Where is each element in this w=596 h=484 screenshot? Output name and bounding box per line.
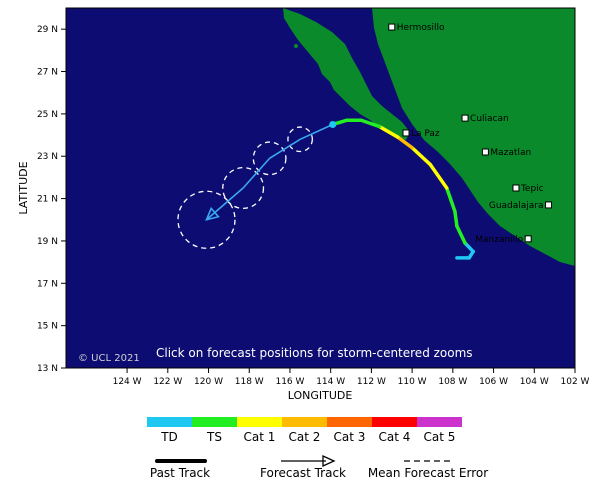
past-track-segment — [463, 241, 475, 254]
lat-tick-label: 23 N — [37, 152, 58, 162]
legend-category-label: TD — [160, 430, 178, 444]
mainland-mexico-land — [372, 8, 575, 266]
legend-color-swatch — [147, 417, 192, 427]
city-label: La Paz — [411, 129, 440, 139]
y-axis-title: LATITUDE — [17, 161, 30, 214]
forecast-track-key-label: Forecast Track — [260, 466, 346, 480]
forecast-arrow-head[interactable] — [205, 206, 220, 221]
city-marker — [481, 148, 489, 156]
legend-color-swatch — [192, 417, 237, 427]
legend-color-swatch — [417, 417, 462, 427]
forecast-track-segment — [299, 123, 334, 141]
legend: TD TS Cat 1 Cat 2 Cat 3 Cat 4 Cat 5 Past Track F… — [147, 417, 488, 480]
lon-tick-label: 108 W — [438, 377, 467, 387]
past-track-segment — [410, 146, 433, 167]
forecast-track-segment — [269, 138, 301, 160]
lat-tick-label: 19 N — [37, 237, 58, 247]
past-track — [330, 118, 475, 260]
axis-ticks: 124 W 122 W 120 W 118 W 116 W 114 W 112 W 110 W… — [37, 25, 590, 387]
city-label: Guadalajara — [489, 201, 544, 211]
legend-color-swatch — [327, 417, 372, 427]
land-layer — [283, 8, 575, 266]
legend-color-swatch — [372, 417, 417, 427]
legend-category-label: TS — [206, 430, 222, 444]
legend-category-label: Cat 4 — [379, 430, 411, 444]
lat-tick-label: 17 N — [37, 279, 58, 289]
forecast-error-circle[interactable] — [287, 126, 314, 153]
baja-california-land — [283, 8, 410, 140]
city-marker — [461, 114, 469, 122]
legend-category-label: Cat 3 — [334, 430, 366, 444]
city-marker — [512, 184, 520, 192]
lon-tick-label: 104 W — [520, 377, 549, 387]
x-axis-title: LONGITUDE — [288, 389, 353, 402]
city-marker — [524, 235, 532, 243]
forecast-error-circle[interactable] — [177, 190, 236, 249]
lat-tick-label: 21 N — [37, 195, 58, 205]
past-track-key-label: Past Track — [150, 466, 210, 480]
lon-tick-label: 120 W — [194, 377, 223, 387]
city-label: Hermosillo — [397, 23, 445, 33]
forecast-error-circle[interactable] — [252, 141, 287, 176]
forecast-track-segment — [205, 187, 244, 221]
past-track-segment — [455, 224, 467, 245]
lon-tick-label: 106 W — [479, 377, 508, 387]
lon-tick-label: 118 W — [235, 377, 264, 387]
current-position-marker[interactable] — [329, 120, 337, 128]
past-track-segment — [396, 135, 414, 150]
island — [294, 44, 298, 48]
lat-tick-label: 29 N — [37, 25, 58, 35]
forecast-error-key-label: Mean Forecast Error — [368, 466, 488, 480]
lon-tick-label: 112 W — [357, 377, 386, 387]
island — [476, 184, 480, 188]
past-track-segment — [453, 209, 459, 228]
forecast-error-circle[interactable] — [222, 166, 265, 210]
city-label: Manzanillo — [475, 235, 523, 245]
lon-tick-label: 114 W — [316, 377, 345, 387]
city-label: Culiacan — [470, 114, 509, 124]
legend-category-label: Cat 1 — [244, 430, 276, 444]
island — [382, 122, 386, 126]
city-marker — [545, 201, 553, 209]
forecast-track-key-arrow — [322, 454, 336, 468]
forecast-track[interactable] — [205, 120, 337, 221]
legend-category-label: Cat 2 — [289, 430, 321, 444]
lon-tick-label: 110 W — [398, 377, 427, 387]
city-label: Mazatlan — [490, 148, 531, 158]
lon-tick-label: 124 W — [113, 377, 142, 387]
legend-color-swatch — [237, 417, 282, 427]
lat-tick-label: 27 N — [37, 68, 58, 78]
lat-tick-label: 13 N — [37, 364, 58, 374]
legend-color-swatch — [282, 417, 327, 427]
click-note: Click on forecast positions for storm-ce… — [156, 346, 473, 360]
city-marker — [388, 23, 396, 31]
city-markers: Hermosillo Culiacan La Paz Mazatlan Tepic Gua… — [388, 23, 553, 245]
lat-tick-label: 25 N — [37, 110, 58, 120]
past-track-segment — [444, 186, 457, 214]
lon-tick-label: 122 W — [153, 377, 182, 387]
lat-tick-label: 15 N — [37, 322, 58, 332]
past-track-segment — [359, 118, 382, 129]
forecast-error-circles[interactable] — [177, 126, 314, 249]
lon-tick-label: 116 W — [275, 377, 304, 387]
lon-tick-label: 102 W — [561, 377, 590, 387]
past-track-segment — [428, 162, 449, 190]
city-marker — [402, 129, 410, 137]
past-track-segment — [377, 124, 400, 139]
plot-frame — [65, 7, 576, 369]
legend-category-label: Cat 5 — [424, 430, 456, 444]
forecast-track-segment — [242, 157, 271, 189]
copyright-text: © UCL 2021 — [78, 353, 140, 364]
city-label: Tepic — [520, 184, 544, 194]
